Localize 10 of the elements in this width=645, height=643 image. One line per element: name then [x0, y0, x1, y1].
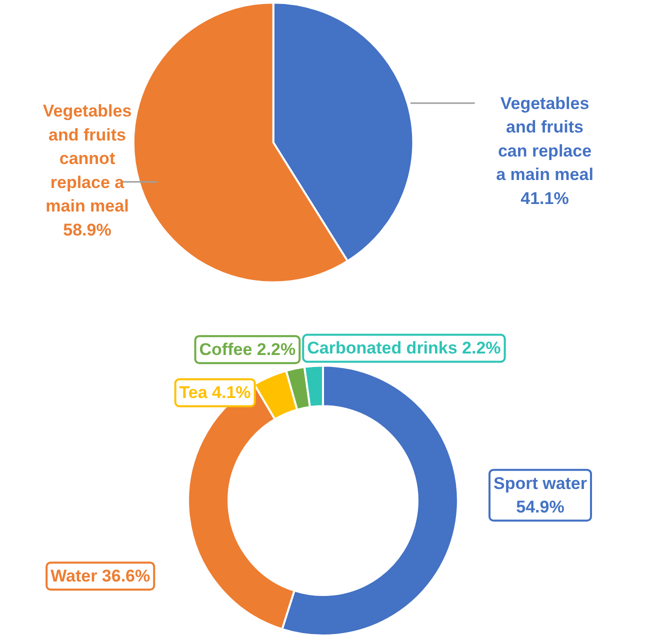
- slice-label: Sport water: [493, 474, 588, 493]
- slice-label: Coffee 2.2%: [199, 340, 296, 360]
- data-label: 41.1%: [520, 188, 569, 208]
- slice-label: Water 36.6%: [50, 566, 150, 586]
- slice-label: Tea 4.1%: [179, 383, 251, 402]
- slice-label: Vegetables and fruits cannot replace a main meal: [42, 102, 132, 216]
- data-label: 58.9%: [63, 220, 112, 240]
- slice-label: Vegetables and fruits can replace a main meal: [496, 94, 594, 184]
- data-label: 54.9%: [516, 498, 564, 517]
- slice-label: Carbonated drinks 2.2%: [307, 338, 501, 358]
